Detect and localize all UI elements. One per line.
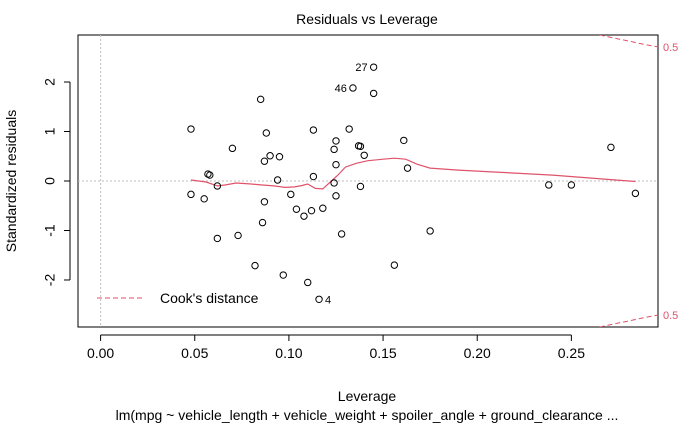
data-point	[332, 160, 340, 169]
data-point	[607, 143, 615, 152]
data-point	[345, 125, 353, 133]
x-tick-label: 0.10	[275, 345, 302, 361]
y-tick-label: 2	[42, 78, 58, 86]
data-point	[273, 176, 282, 184]
data-point	[234, 231, 242, 240]
data-point	[315, 295, 323, 303]
x-axis-label: Leverage	[338, 388, 397, 404]
data-point	[400, 136, 408, 145]
plot-area: 27 46 4	[77, 34, 659, 328]
data-point	[330, 145, 338, 154]
data-point	[369, 89, 378, 98]
data-point	[403, 164, 412, 172]
data-point	[213, 234, 222, 243]
data-point	[187, 190, 195, 199]
point-label-4: 4	[325, 294, 331, 306]
cooks-distance-contour-lower	[599, 314, 658, 327]
x-tick-label: 0.20	[464, 345, 491, 361]
data-point	[349, 84, 357, 92]
model-formula-subtitle: lm(mpg ~ vehicle_length + vehicle_weight…	[116, 407, 619, 423]
data-point	[187, 125, 195, 133]
y-tick-label: -1	[42, 224, 58, 237]
x-tick-label: 0.05	[181, 345, 208, 361]
x-tick-label: 0.15	[369, 345, 396, 361]
data-point	[307, 206, 316, 215]
chart-title: Residuals vs Leverage	[296, 11, 438, 27]
data-point	[256, 95, 265, 104]
data-point	[251, 261, 259, 270]
data-point	[545, 181, 553, 189]
cooks-level-label-lower: 0.5	[663, 310, 678, 322]
x-tick-label: 0.25	[558, 345, 585, 361]
y-axis: -2 -1 0 1 2	[42, 78, 71, 287]
data-point	[260, 157, 269, 165]
data-point	[356, 182, 365, 191]
y-axis-label: Standardized residuals	[3, 110, 19, 252]
data-point	[206, 171, 214, 179]
cooks-distance-contour-upper	[599, 35, 658, 48]
data-point	[360, 151, 368, 159]
data-point	[266, 152, 274, 160]
data-point	[390, 261, 399, 269]
y-tick-label: 1	[42, 127, 58, 135]
data-point	[262, 129, 271, 137]
data-point	[260, 198, 269, 206]
data-point	[356, 142, 365, 151]
data-point	[258, 218, 267, 227]
y-tick-label: -2	[42, 274, 58, 287]
data-point	[332, 192, 340, 200]
data-point	[631, 189, 640, 198]
data-point	[309, 126, 318, 134]
x-tick-label: 0.00	[87, 345, 114, 361]
data-point	[213, 182, 222, 190]
smoother-line	[190, 157, 636, 190]
data-point	[228, 144, 237, 153]
data-point	[292, 205, 301, 213]
point-label-46: 46	[335, 83, 347, 95]
plot-contents	[78, 35, 658, 327]
cooks-level-label-upper: 0.5	[663, 42, 678, 54]
data-point	[200, 195, 208, 203]
data-point	[319, 204, 327, 212]
data-point	[330, 179, 338, 187]
data-point	[279, 271, 287, 279]
legend: Cook's distance	[97, 290, 259, 306]
data-point	[304, 278, 312, 287]
data-point	[567, 181, 576, 189]
data-point	[275, 153, 284, 161]
data-point	[300, 212, 308, 220]
data-point	[426, 227, 434, 235]
data-point	[287, 190, 295, 199]
data-point	[337, 230, 346, 238]
y-tick-label: 0	[42, 177, 58, 185]
x-axis: 0.00 0.05 0.10 0.15 0.20 0.25	[87, 334, 585, 361]
data-point	[369, 63, 378, 71]
legend-cooks-distance-label: Cook's distance	[160, 290, 259, 306]
data-point	[309, 172, 318, 181]
data-point	[332, 137, 340, 145]
point-label-27: 27	[355, 62, 367, 74]
